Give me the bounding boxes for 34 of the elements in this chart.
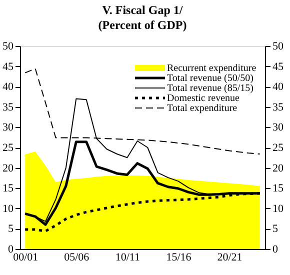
y2-tick-label: 40	[272, 81, 284, 94]
y-tick-label: 35	[2, 101, 14, 114]
y-tick-label: 40	[2, 81, 14, 94]
y2-tick-label: 50	[272, 40, 284, 52]
legend-label: Total expenditure	[167, 103, 238, 114]
y2-tick-label: 30	[272, 122, 284, 134]
x-tick-label: 20/21	[217, 252, 242, 264]
x-tick-label: 15/16	[166, 252, 192, 264]
y-tick-label: 50	[2, 40, 14, 52]
y2-tick-label: 20	[272, 162, 284, 174]
chart-subtitle: (Percent of GDP)	[98, 18, 187, 32]
y-tick-label: 10	[2, 202, 14, 215]
legend-label: Domestic revenue	[167, 93, 240, 104]
y2-tick-label: 45	[272, 60, 284, 73]
x-tick-label: 05/06	[64, 252, 90, 264]
x-tick-label: 00/01	[13, 252, 38, 264]
y2-tick-label: 5	[272, 223, 278, 236]
y2-tick-label: 15	[272, 182, 284, 195]
legend-label: Total revenue (50/50)	[167, 73, 254, 84]
y-tick-label: 45	[2, 60, 14, 73]
y-tick-label: 15	[2, 182, 14, 195]
legend-label: Recurrent expenditure	[167, 63, 257, 74]
y2-tick-label: 10	[272, 202, 284, 215]
y2-tick-label: 0	[272, 244, 278, 256]
y-tick-label: 20	[2, 162, 14, 174]
chart-title: V. Fiscal Gap 1/	[102, 3, 184, 17]
y2-tick-label: 25	[272, 142, 284, 154]
y-tick-label: 5	[8, 223, 14, 236]
legend-label: Total revenue (85/15)	[167, 83, 254, 94]
y-tick-label: 25	[2, 142, 14, 154]
y-tick-label: 30	[2, 122, 14, 134]
y2-tick-label: 35	[272, 101, 284, 114]
x-tick-label: 10/11	[115, 252, 140, 264]
y-tick-label: 0	[8, 244, 14, 256]
